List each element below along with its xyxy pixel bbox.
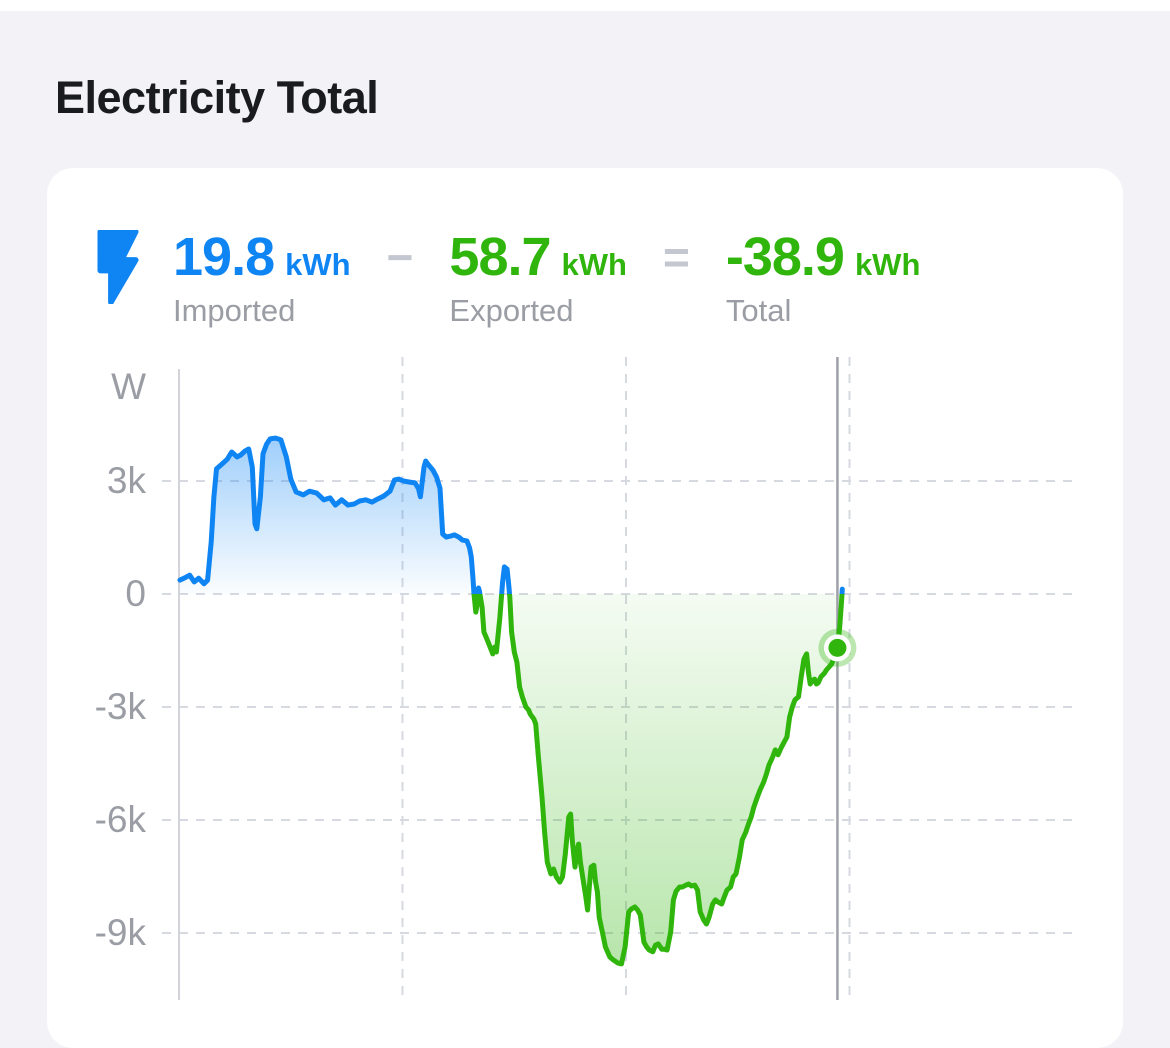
minus-operator: − bbox=[386, 231, 414, 283]
y-tick-m3k: -3k bbox=[94, 686, 146, 727]
total-label: Total bbox=[725, 293, 792, 328]
imported-stat: 19.8 kWh Imported bbox=[173, 230, 351, 329]
exported-value: 58.7 bbox=[449, 227, 551, 287]
imported-value-row: 19.8 kWh bbox=[173, 230, 351, 284]
y-axis-unit-label: W bbox=[111, 366, 146, 407]
imported-unit: kWh bbox=[285, 247, 351, 282]
power-chart-canvas[interactable] bbox=[47, 355, 1123, 1000]
total-value: -38.9 bbox=[725, 227, 845, 287]
power-chart[interactable]: W 3k 0 -3k -6k -9k bbox=[47, 355, 1123, 1000]
lightning-bolt-path bbox=[97, 230, 139, 304]
page-title: Electricity Total bbox=[55, 72, 379, 123]
imported-value: 19.8 bbox=[173, 227, 275, 287]
exported-label: Exported bbox=[449, 293, 574, 328]
y-tick-0: 0 bbox=[125, 573, 146, 614]
energy-summary-row: 19.8 kWh Imported − 58.7 kWh Exported = … bbox=[47, 168, 1123, 329]
exported-unit: kWh bbox=[561, 247, 627, 282]
y-tick-m9k: -9k bbox=[94, 912, 146, 953]
y-tick-3k: 3k bbox=[106, 460, 146, 501]
exported-value-row: 58.7 kWh bbox=[449, 230, 627, 284]
imported-label: Imported bbox=[173, 293, 296, 328]
status-bar bbox=[0, 0, 1170, 11]
electricity-card: 19.8 kWh Imported − 58.7 kWh Exported = … bbox=[47, 168, 1123, 1048]
total-stat: -38.9 kWh Total bbox=[726, 230, 921, 329]
equals-operator: = bbox=[662, 231, 690, 283]
total-unit: kWh bbox=[854, 247, 921, 282]
y-tick-m6k: -6k bbox=[94, 799, 146, 840]
exported-stat: 58.7 kWh Exported bbox=[449, 230, 627, 329]
total-value-row: -38.9 kWh bbox=[726, 230, 921, 284]
lightning-bolt-icon bbox=[97, 230, 139, 304]
cursor-marker-dot[interactable] bbox=[828, 638, 847, 657]
